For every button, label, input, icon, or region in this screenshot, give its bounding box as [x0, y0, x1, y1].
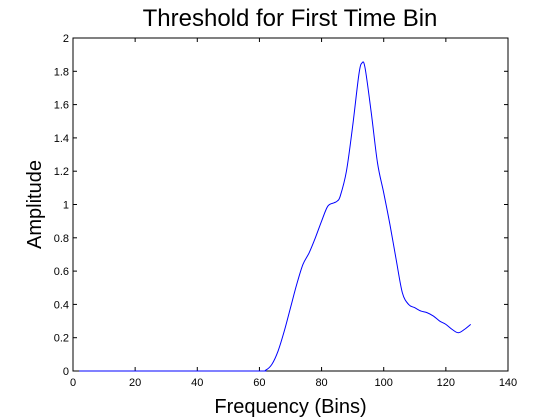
y-tick-label: 1	[63, 200, 69, 212]
y-tick-label: 0.4	[54, 299, 69, 311]
y-tick-label: 0.2	[54, 333, 69, 345]
y-axis-label: Amplitude	[24, 160, 46, 249]
y-tick-label: 1.2	[54, 166, 69, 178]
plot-frame	[72, 37, 509, 372]
x-tick-label: 60	[253, 377, 265, 389]
x-tick-label: 140	[499, 377, 517, 389]
x-tick-label: 20	[129, 377, 141, 389]
y-tick-label: 1.6	[54, 100, 69, 112]
amplitude-line	[79, 61, 472, 372]
y-tick-label: 1.8	[54, 66, 69, 78]
x-tick-label: 0	[70, 377, 76, 389]
x-axis: 0 20 40 60 80 100 120 140	[70, 38, 517, 389]
y-tick-label: 1.4	[54, 133, 69, 145]
x-tick-label: 100	[375, 377, 393, 389]
y-axis: 0 0.2 0.4 0.6 0.8 1 1.2 1.4 1.6 1.8 2	[54, 33, 508, 378]
x-tick-label: 120	[437, 377, 455, 389]
y-tick-label: 0.6	[54, 266, 69, 278]
x-axis-label: Frequency (Bins)	[214, 396, 366, 418]
x-tick-label: 80	[315, 377, 327, 389]
y-tick-label: 2	[63, 33, 69, 45]
y-tick-label: 0	[63, 366, 69, 378]
x-tick-label: 40	[191, 377, 203, 389]
y-tick-label: 0.8	[54, 233, 69, 245]
chart-title: Threshold for First Time Bin	[143, 5, 438, 32]
